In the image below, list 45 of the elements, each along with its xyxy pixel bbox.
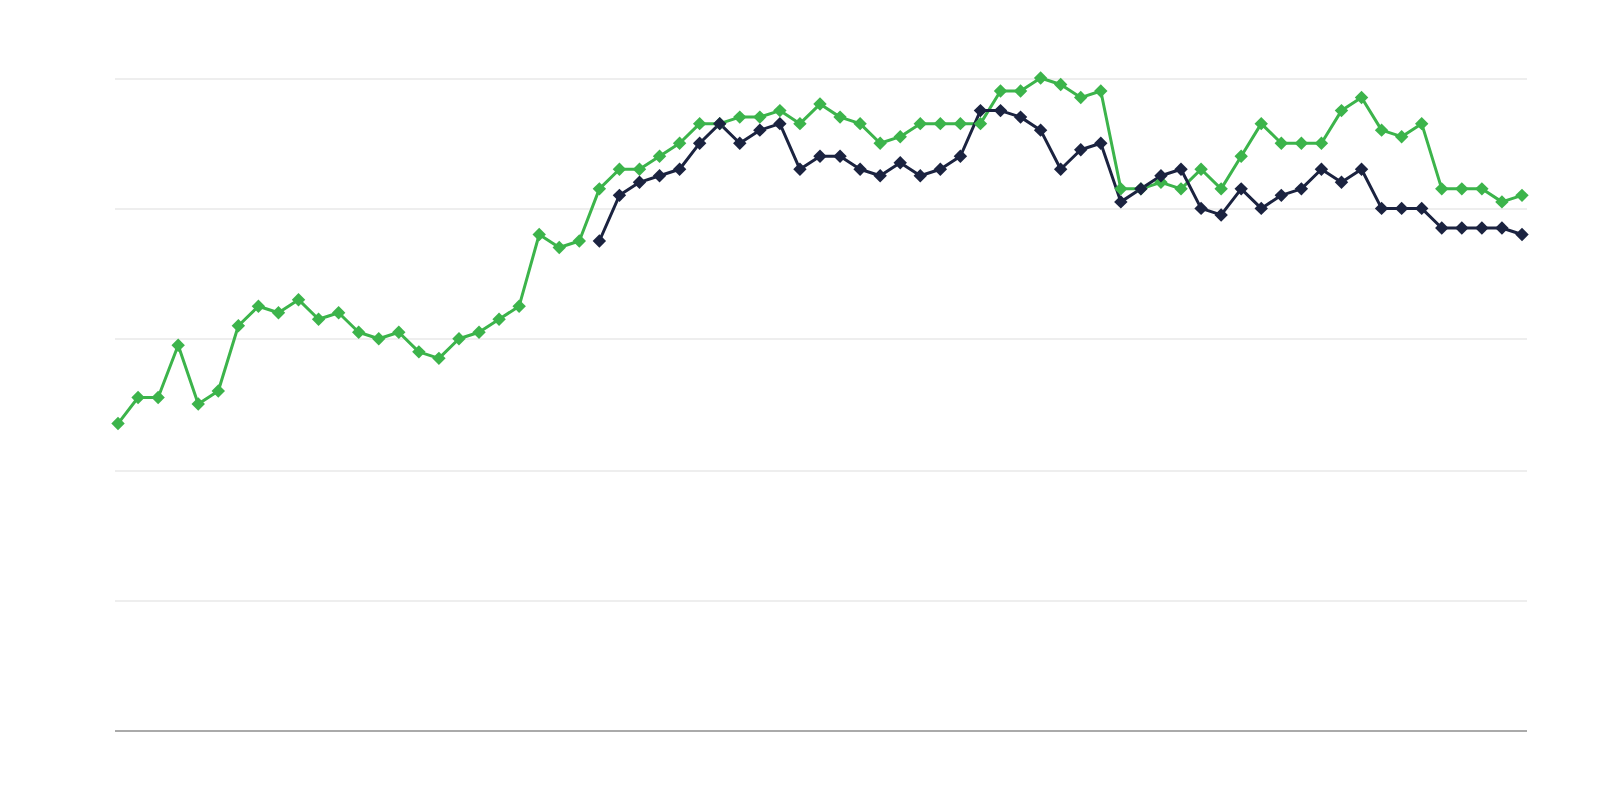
point — [793, 162, 807, 176]
point — [592, 234, 607, 248]
point — [913, 169, 927, 183]
point — [733, 136, 747, 150]
point — [1013, 110, 1028, 124]
point — [1455, 221, 1469, 235]
point — [773, 116, 787, 131]
point — [1334, 175, 1349, 190]
point — [1495, 221, 1509, 235]
point — [1074, 143, 1088, 157]
point — [753, 123, 767, 137]
point — [1415, 201, 1429, 216]
point — [1033, 123, 1048, 137]
point — [1174, 162, 1188, 176]
point — [1394, 201, 1409, 216]
point — [1274, 188, 1289, 203]
point — [1234, 182, 1248, 196]
point — [632, 175, 647, 190]
point — [1154, 169, 1168, 183]
point — [933, 162, 948, 176]
point — [813, 149, 827, 163]
point — [833, 149, 847, 163]
point — [1214, 208, 1228, 222]
point — [993, 103, 1008, 118]
point — [1374, 201, 1389, 216]
point — [853, 162, 867, 176]
point — [652, 169, 667, 183]
point — [1114, 195, 1128, 209]
point — [1314, 162, 1329, 176]
point — [692, 136, 707, 150]
point — [1294, 182, 1309, 196]
point — [953, 149, 968, 163]
point — [893, 156, 907, 170]
point — [612, 188, 627, 203]
point — [1475, 221, 1489, 235]
point — [1515, 227, 1529, 242]
point — [1094, 136, 1108, 150]
point — [672, 162, 687, 176]
point — [973, 103, 988, 118]
point — [1254, 201, 1268, 216]
point — [1194, 201, 1208, 216]
point — [1354, 162, 1369, 176]
point — [1053, 162, 1068, 176]
point — [1435, 221, 1449, 235]
point — [873, 169, 887, 183]
